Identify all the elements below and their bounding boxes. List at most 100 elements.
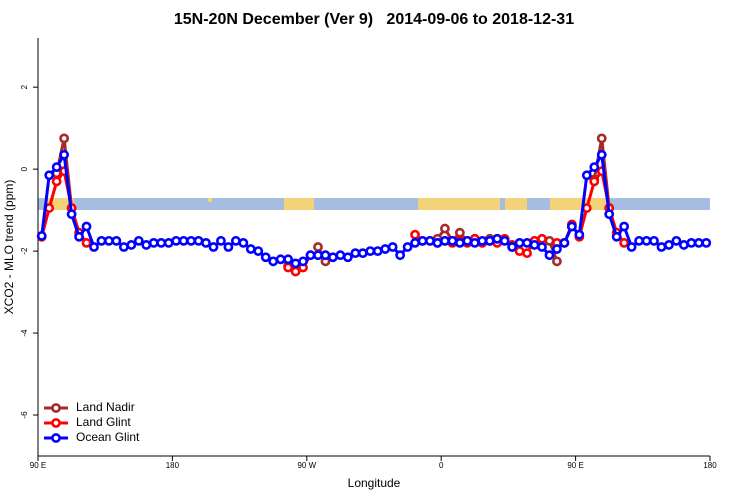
point bbox=[686, 238, 697, 248]
point bbox=[118, 242, 129, 252]
point bbox=[365, 246, 376, 256]
point bbox=[126, 240, 137, 250]
point bbox=[104, 235, 114, 246]
point bbox=[469, 238, 480, 248]
point bbox=[559, 238, 570, 248]
point bbox=[574, 229, 585, 240]
land-patch bbox=[284, 198, 314, 210]
point bbox=[230, 235, 241, 246]
point bbox=[51, 176, 62, 187]
point bbox=[186, 235, 196, 246]
point bbox=[462, 235, 473, 246]
legend-label: Ocean Glint bbox=[76, 430, 140, 444]
point bbox=[522, 238, 532, 248]
y-tick-label: -6 bbox=[20, 411, 29, 419]
point bbox=[141, 240, 152, 250]
x-tick-label: 180 bbox=[703, 461, 717, 470]
x-tick-label: 180 bbox=[166, 461, 180, 470]
point bbox=[290, 258, 301, 269]
land-patch bbox=[418, 198, 500, 210]
point bbox=[537, 242, 547, 252]
point bbox=[649, 235, 659, 246]
y-tick-label: -4 bbox=[20, 329, 29, 337]
point bbox=[529, 240, 540, 250]
point bbox=[133, 235, 144, 246]
point bbox=[499, 235, 510, 246]
point bbox=[208, 242, 219, 252]
point bbox=[156, 238, 167, 248]
point bbox=[410, 238, 420, 248]
point bbox=[492, 233, 503, 244]
point bbox=[432, 238, 443, 248]
x-tick-label: 90 E bbox=[567, 461, 583, 470]
point bbox=[402, 242, 413, 252]
point bbox=[544, 250, 555, 261]
point bbox=[253, 246, 264, 256]
y-tick-label: 2 bbox=[20, 84, 29, 89]
legend-marker bbox=[51, 433, 61, 443]
point bbox=[148, 238, 159, 248]
point bbox=[537, 233, 547, 244]
point bbox=[589, 176, 600, 187]
point bbox=[268, 256, 279, 267]
point bbox=[74, 231, 84, 242]
point bbox=[410, 229, 420, 240]
legend-label: Land Glint bbox=[76, 415, 131, 429]
point bbox=[36, 231, 47, 241]
point bbox=[552, 244, 562, 254]
point bbox=[59, 149, 70, 160]
point bbox=[357, 248, 368, 259]
point bbox=[342, 252, 353, 263]
point bbox=[201, 238, 211, 248]
point bbox=[447, 235, 458, 246]
y-axis-label: XCO2 - MLO trend (ppm) bbox=[2, 180, 16, 315]
legend-marker bbox=[51, 418, 61, 428]
point bbox=[611, 231, 622, 242]
point bbox=[171, 235, 182, 246]
point bbox=[484, 235, 495, 246]
point bbox=[671, 235, 682, 246]
point bbox=[454, 227, 465, 238]
point bbox=[81, 238, 92, 248]
point bbox=[596, 149, 607, 160]
point bbox=[313, 242, 323, 252]
chart-title: 15N-20N December (Ver 9) 2014-09-06 to 2… bbox=[174, 11, 574, 28]
y-tick-label: -2 bbox=[20, 247, 29, 255]
point bbox=[507, 242, 518, 252]
point bbox=[619, 238, 630, 248]
point bbox=[596, 133, 607, 144]
point bbox=[566, 221, 577, 232]
point bbox=[395, 250, 406, 261]
point bbox=[417, 235, 428, 246]
point bbox=[619, 221, 630, 232]
point bbox=[656, 242, 667, 252]
point bbox=[66, 209, 77, 220]
point bbox=[664, 240, 674, 250]
point bbox=[283, 262, 294, 273]
point bbox=[701, 238, 712, 248]
point bbox=[193, 235, 204, 246]
x-axis-label: Longitude bbox=[348, 476, 401, 490]
point bbox=[350, 248, 361, 259]
point bbox=[298, 256, 308, 267]
point bbox=[425, 235, 435, 246]
land-patch bbox=[505, 198, 527, 210]
point bbox=[440, 223, 450, 234]
ocean-strip bbox=[38, 198, 710, 210]
point bbox=[223, 242, 234, 252]
point bbox=[641, 235, 652, 246]
point bbox=[111, 235, 122, 246]
point bbox=[514, 238, 525, 248]
land-patch bbox=[208, 198, 212, 202]
point bbox=[275, 254, 286, 265]
legend-marker bbox=[51, 403, 61, 413]
point bbox=[581, 170, 592, 181]
point bbox=[59, 133, 70, 144]
map-strip bbox=[38, 198, 710, 210]
x-tick-label: 0 bbox=[439, 461, 444, 470]
point bbox=[260, 252, 271, 263]
y-tick-label: 0 bbox=[20, 166, 29, 171]
point bbox=[634, 235, 644, 246]
point bbox=[238, 238, 249, 248]
point bbox=[163, 238, 174, 248]
